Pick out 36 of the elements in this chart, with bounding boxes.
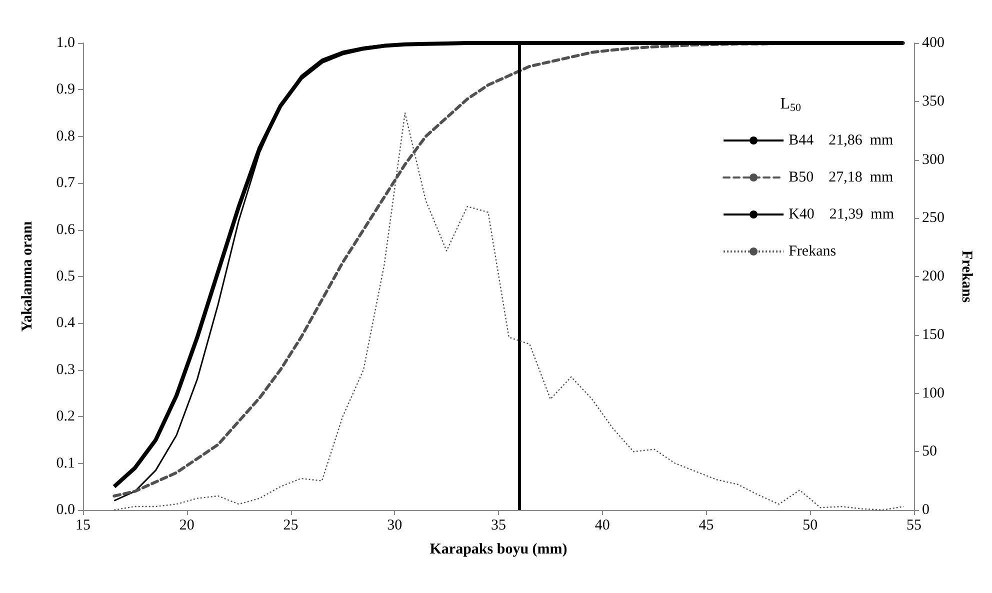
legend-label: Frekans: [788, 244, 836, 260]
y2-axis-title: Frekans: [958, 250, 974, 303]
y-tick-label: 0.0: [56, 502, 75, 518]
legend-label: B50 27,18 mm: [788, 170, 894, 186]
legend-label: B44 21,86 mm: [788, 132, 894, 148]
y2-tick-label: 50: [922, 444, 937, 460]
x-tick-label: 15: [76, 518, 90, 534]
x-tick-label: 55: [906, 518, 922, 534]
y2-tick-label: 100: [922, 385, 944, 402]
y-tick-label: 0.5: [56, 268, 75, 284]
y2-tick-label: 300: [922, 152, 944, 168]
x-tick-label: 40: [594, 518, 610, 534]
y2-tick-label: 200: [922, 268, 944, 284]
y-tick-label: 0.8: [56, 128, 75, 144]
x-tick-label: 25: [283, 518, 298, 534]
x-tick-label: 30: [387, 518, 402, 534]
x-tick-label: 50: [802, 518, 818, 534]
x-tick-label: 35: [491, 518, 506, 534]
y-tick-label: 0.1: [56, 455, 75, 472]
y2-tick-label: 150: [922, 326, 944, 343]
y2-tick-label: 250: [922, 210, 944, 226]
x-tick-label: 45: [698, 518, 714, 534]
y-tick-label: 1.0: [56, 35, 75, 51]
x-axis-title: Karapaks boyu (mm): [430, 542, 568, 558]
y2-tick-label: 400: [922, 35, 944, 51]
y-axis-title: Yakalanma oranı: [20, 221, 36, 332]
y-tick-label: 0.6: [56, 222, 76, 238]
legend-label: K40 21,39 mm: [788, 206, 894, 222]
y-tick-label: 0.2: [56, 408, 75, 425]
y-tick-label: 0.4: [56, 315, 76, 332]
x-tick-label: 20: [179, 518, 194, 534]
y-tick-label: 0.3: [56, 362, 75, 378]
y-tick-label: 0.7: [56, 175, 76, 192]
y-tick-label: 0.9: [56, 82, 75, 98]
y2-tick-label: 0: [922, 502, 930, 518]
y2-tick-label: 350: [922, 93, 944, 110]
